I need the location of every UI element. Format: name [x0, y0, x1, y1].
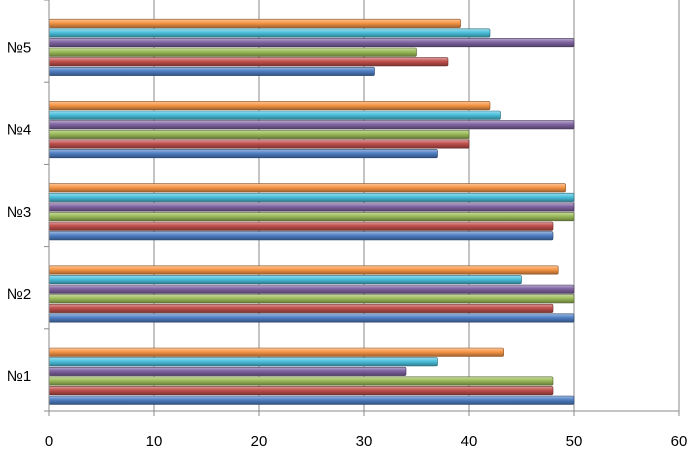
bars — [48, 18, 575, 405]
x-tick-label: 0 — [45, 433, 53, 450]
bar — [48, 110, 501, 120]
bar — [48, 313, 575, 323]
x-tick-labels: 0 10 20 30 40 50 60 — [45, 433, 688, 450]
x-tick-label: 10 — [146, 433, 163, 450]
bar — [48, 347, 504, 357]
axes — [44, 0, 680, 416]
bar — [48, 139, 470, 149]
bar — [48, 47, 417, 57]
x-tick-label: 50 — [566, 433, 583, 450]
bar — [48, 18, 461, 28]
bar — [48, 66, 375, 76]
bar — [48, 357, 438, 367]
category-label: №3 — [7, 204, 31, 221]
bar — [48, 386, 554, 396]
x-tick-label: 40 — [461, 433, 478, 450]
bar — [48, 192, 575, 202]
bar — [48, 221, 554, 231]
bar — [48, 284, 575, 294]
bar — [48, 57, 449, 67]
bar — [48, 28, 491, 38]
bar — [48, 265, 559, 275]
bar — [48, 294, 575, 304]
bar — [48, 231, 554, 241]
category-label: №1 — [7, 368, 31, 385]
bar — [48, 183, 566, 193]
x-tick-label: 20 — [251, 433, 268, 450]
bar — [48, 202, 575, 212]
bar — [48, 101, 491, 111]
category-label: №5 — [7, 39, 31, 56]
bar — [48, 395, 575, 405]
bar — [48, 149, 438, 159]
bar — [48, 38, 575, 48]
x-tick-label: 60 — [671, 433, 688, 450]
category-label: №2 — [7, 286, 31, 303]
bar — [48, 303, 554, 313]
category-label: №4 — [7, 122, 31, 139]
x-tick-label: 30 — [356, 433, 373, 450]
bar — [48, 275, 522, 285]
bar — [48, 366, 407, 376]
category-labels: №1 №2 №3 №4 №5 — [7, 39, 31, 385]
bar — [48, 120, 575, 130]
bar — [48, 376, 554, 386]
bar — [48, 129, 470, 139]
bar — [48, 212, 575, 222]
